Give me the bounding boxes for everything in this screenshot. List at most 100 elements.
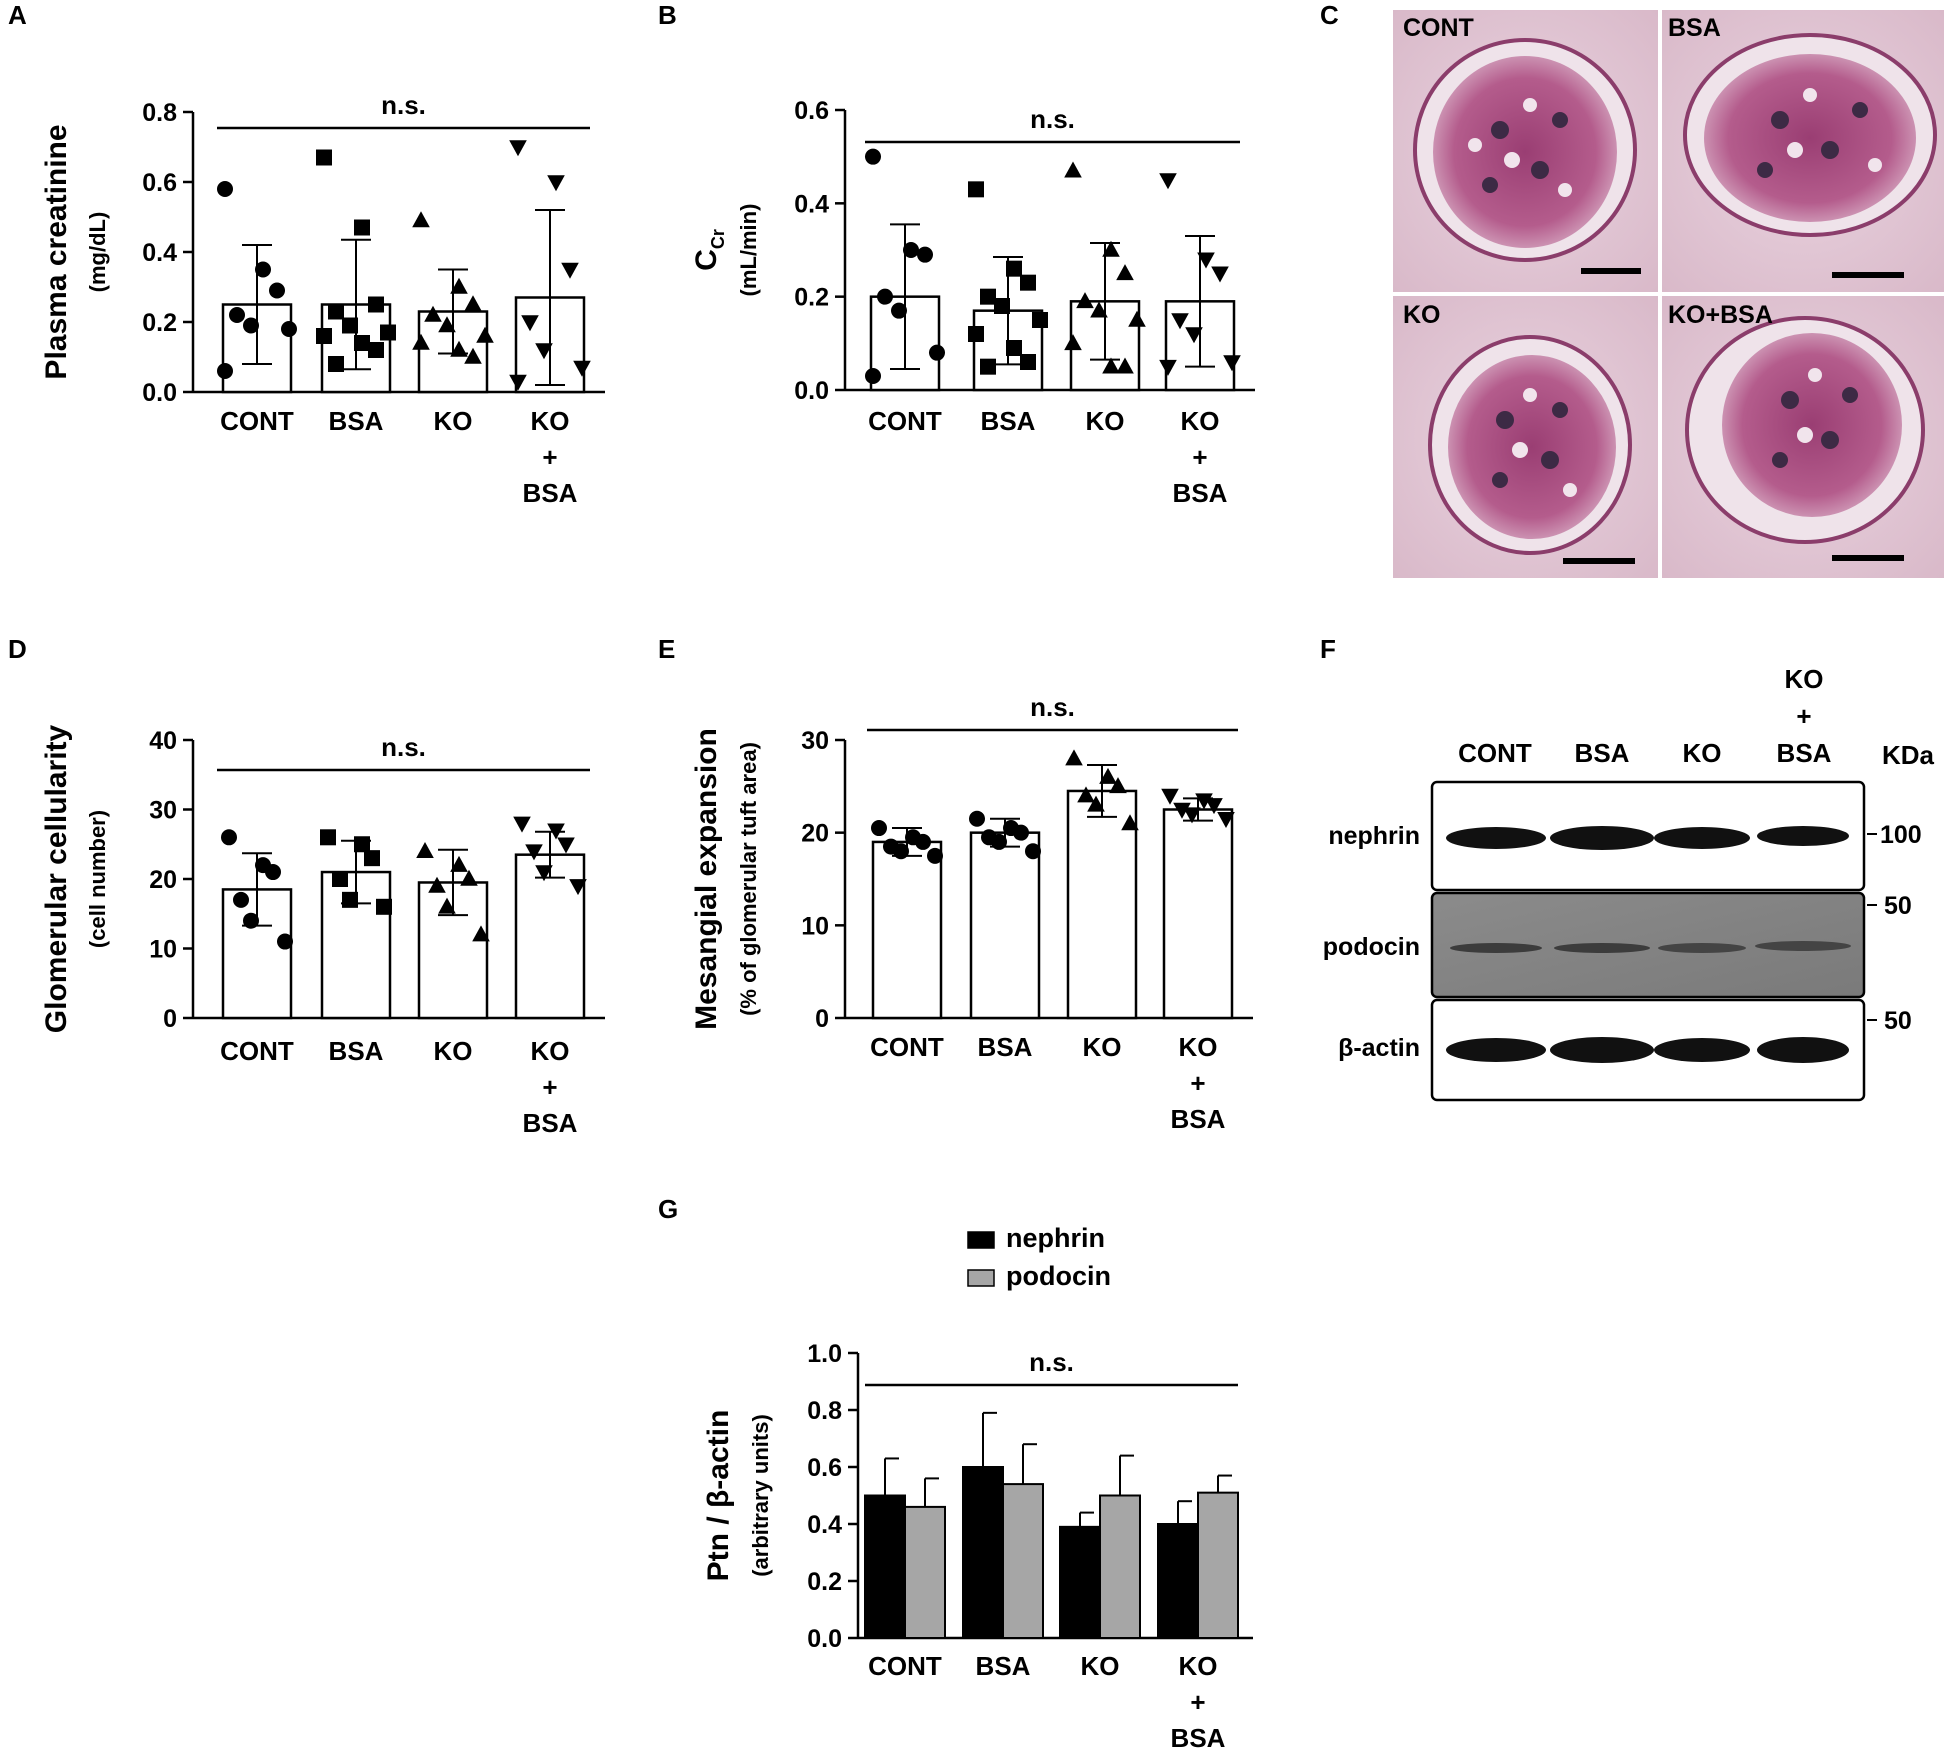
x-category-label: BSA: [976, 1651, 1031, 1681]
bar: [871, 840, 943, 1020]
data-point: [217, 363, 233, 379]
data-point: [1195, 793, 1213, 810]
y-tick-label: 1.0: [807, 1340, 842, 1368]
data-point: [547, 823, 565, 840]
x-category-label: CONT: [868, 1651, 942, 1681]
panel-letter-a: A: [8, 0, 27, 30]
data-point: [438, 316, 456, 333]
significance-label: n.s.: [1029, 1347, 1074, 1377]
x-category-label: BSA: [329, 1036, 384, 1066]
data-point: [573, 360, 591, 377]
blot-row-label-beta-actin: β-actin: [1338, 1034, 1420, 1062]
data-point: [364, 850, 380, 867]
y-axis-label: Glomerular cellularity: [40, 724, 73, 1033]
significance-label: n.s.: [1030, 692, 1075, 722]
data-point: [460, 869, 478, 886]
y-tick-label: 0.0: [807, 1625, 842, 1653]
blot-row-label-nephrin: nephrin: [1328, 822, 1420, 850]
data-point: [1064, 334, 1082, 351]
data-point: [428, 876, 446, 893]
data-point: [342, 891, 358, 908]
y-axis-unit: (mL/min): [736, 204, 761, 297]
data-point: [233, 891, 249, 908]
y-tick-label: 0.4: [794, 190, 829, 218]
y-tick-label: 0: [815, 1005, 829, 1033]
y-axis-unit: (% of glomerular tuft area): [736, 742, 761, 1016]
data-point: [535, 343, 553, 360]
panel-letter-g: G: [658, 1194, 678, 1224]
data-point: [1121, 814, 1139, 831]
micrograph-label-ko-bsa: KO+BSA: [1668, 301, 1773, 329]
x-category-label: KO: [1179, 1032, 1218, 1062]
data-point: [464, 295, 482, 312]
data-point: [269, 282, 285, 299]
data-point: [243, 912, 259, 929]
data-point: [557, 837, 575, 854]
chart-glomerular-cellularity: 0 10 20 30 40 Glomerular cellularity (cell num…: [40, 724, 605, 1138]
data-point: [450, 277, 468, 294]
x-category-label: KO: [531, 1036, 570, 1066]
significance-label: n.s.: [1030, 104, 1075, 134]
x-category-label: +: [1190, 1687, 1205, 1717]
data-point: [1161, 788, 1179, 805]
data-point: [464, 347, 482, 364]
data-point: [265, 864, 281, 881]
bar-podocin: [904, 1505, 946, 1640]
y-tick-label: 0.6: [794, 97, 829, 125]
data-point: [320, 829, 336, 846]
y-tick-label: 30: [149, 797, 177, 825]
bar-nephrin: [1157, 1523, 1199, 1639]
data-point: [893, 843, 909, 860]
data-point: [1099, 767, 1117, 784]
data-point: [342, 317, 358, 334]
x-category-label: KO: [434, 1036, 473, 1066]
x-category-label: CONT: [870, 1032, 944, 1062]
y-tick-label: 20: [149, 866, 177, 894]
data-point: [991, 833, 1007, 850]
data-point: [1159, 173, 1177, 190]
data-point: [450, 340, 468, 357]
data-point: [1171, 313, 1189, 330]
data-point: [1223, 355, 1241, 372]
legend-label-podocin: podocin: [1006, 1261, 1111, 1291]
x-category-label: KO: [531, 406, 570, 436]
data-point: [1032, 312, 1048, 328]
x-category-label: BSA: [978, 1032, 1033, 1062]
data-point: [927, 847, 943, 864]
micrograph-label-bsa: BSA: [1668, 14, 1721, 42]
chart-protein-expression: 0.0 0.2 0.4 0.6 0.8 1.0 Ptn / β-actin (arbitrar…: [702, 1223, 1253, 1753]
y-tick-label: 0.4: [142, 239, 177, 267]
data-point: [277, 933, 293, 950]
data-point: [547, 175, 565, 192]
micrograph-ko: KO: [1393, 296, 1658, 578]
y-tick-label: 10: [149, 936, 177, 964]
y-tick-label: 40: [149, 727, 177, 755]
x-category-label: +: [1192, 442, 1207, 472]
blot-marker-50-beta-actin: 50: [1884, 1007, 1912, 1035]
y-tick-label: 0.0: [794, 377, 829, 405]
panel-letter-b: B: [658, 0, 677, 30]
panel-letter-f: F: [1320, 634, 1336, 664]
y-tick-label: 0.2: [807, 1568, 842, 1596]
blot-strip-podocin: [1430, 891, 1866, 999]
y-tick-label: 0.2: [142, 309, 177, 337]
blot-lane-label-bsa: BSA: [1575, 738, 1630, 768]
bar: [1162, 808, 1234, 1020]
bar-podocin: [1197, 1491, 1239, 1640]
data-point: [376, 898, 392, 915]
data-point: [1076, 292, 1094, 309]
data-point: [1197, 252, 1215, 269]
data-point: [368, 342, 384, 358]
blot-marker-50-podocin: 50: [1884, 892, 1912, 920]
blot-lane-label-ko: KO: [1683, 738, 1722, 768]
data-point: [509, 140, 527, 157]
data-point: [1205, 798, 1223, 815]
blot-lane-label-cont: CONT: [1458, 738, 1532, 768]
panel-letter-e: E: [658, 634, 675, 664]
x-category-label: BSA: [523, 1108, 578, 1138]
data-point: [1025, 843, 1041, 860]
significance-label: n.s.: [381, 90, 426, 120]
y-axis-label: Plasma creatinine: [40, 124, 73, 379]
bar-nephrin: [864, 1494, 906, 1639]
